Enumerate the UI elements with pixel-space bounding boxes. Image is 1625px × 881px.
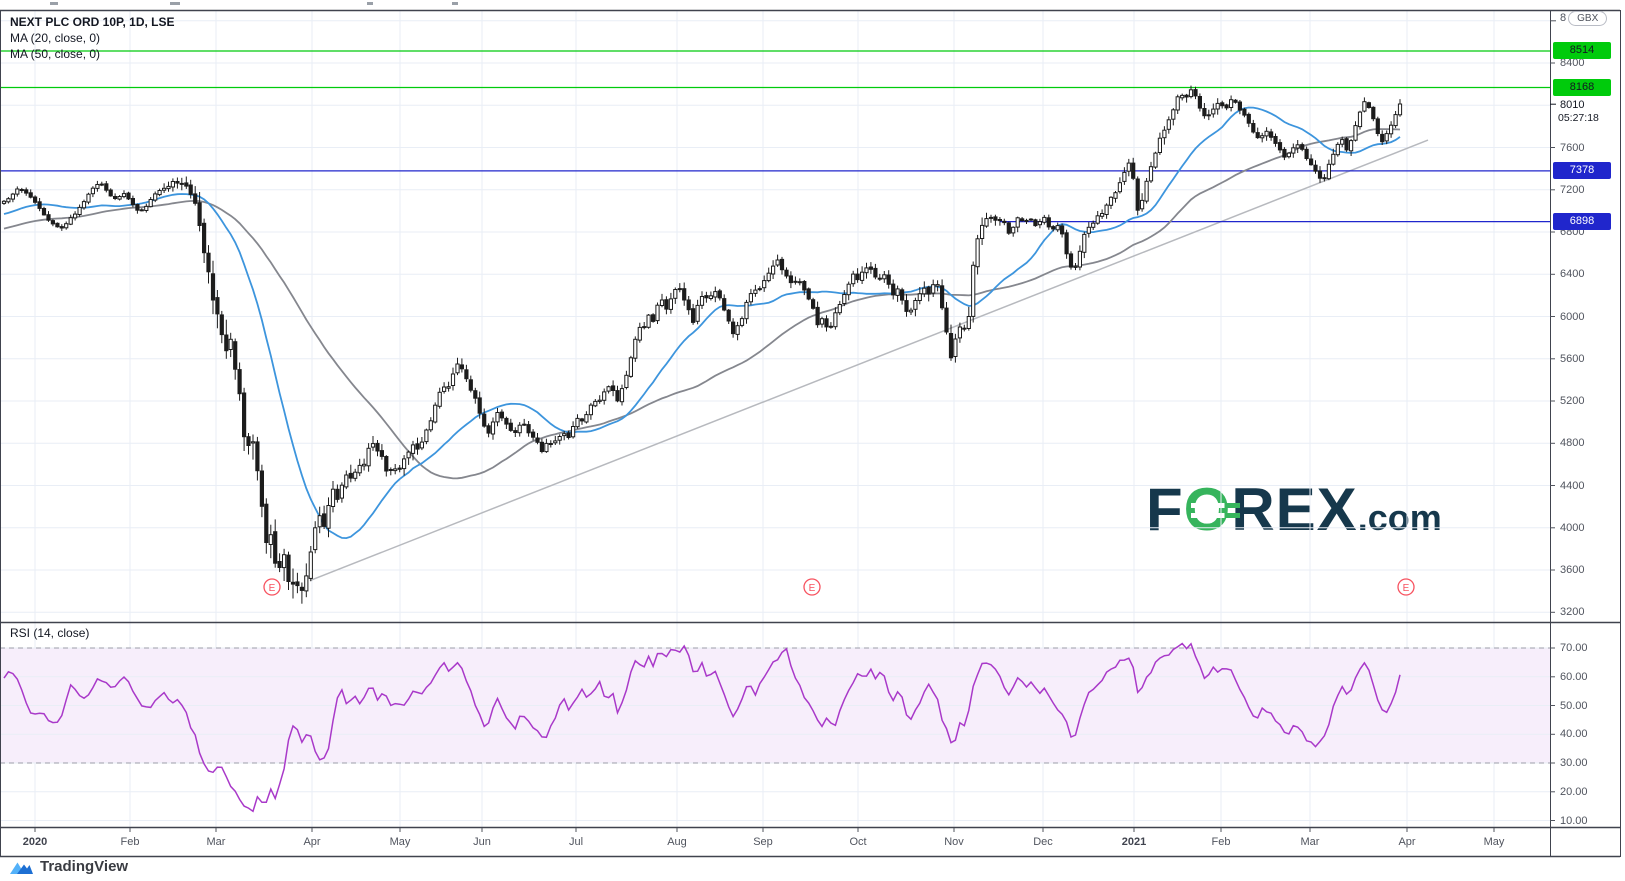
time-label-Jul: Jul	[568, 836, 584, 848]
time-label-Dec: Dec	[1033, 836, 1053, 848]
level-price-label-6898: 6898	[1553, 213, 1611, 230]
time-label-Mar: Mar	[1300, 836, 1320, 848]
watermark-dot-com: .com	[1357, 497, 1442, 538]
time-label-Feb: Feb	[120, 836, 140, 848]
price-tick-7200: 7200	[1560, 184, 1585, 196]
candles[interactable]	[1, 85, 1403, 604]
rsi-tick-50: 50.00	[1560, 700, 1588, 712]
price-tick-7600: 7600	[1560, 142, 1585, 154]
indicator-ma50-label[interactable]: MA (50, close, 0)	[10, 47, 101, 61]
price-tick-5600: 5600	[1560, 353, 1585, 365]
last-price-label: 8010	[1560, 99, 1585, 111]
svg-text:E: E	[1403, 583, 1410, 594]
earnings-marker-icon[interactable]: E	[803, 578, 821, 596]
indicator-ma20-label[interactable]: MA (20, close, 0)	[10, 31, 101, 45]
forex-com-watermark: FO REX.com	[1146, 479, 1442, 541]
rsi-tick-10: 10.00	[1560, 815, 1588, 827]
rsi-tick-20: 20.00	[1560, 786, 1588, 798]
time-label-Jun: Jun	[473, 836, 491, 848]
time-label-Sep: Sep	[753, 836, 773, 848]
level-price-label-7378: 7378	[1553, 162, 1611, 179]
rsi-line[interactable]	[3, 642, 1401, 813]
watermark-letter-f: F	[1146, 476, 1184, 543]
price-scale-top: 8 GBX	[1560, 11, 1608, 26]
watermark-letter-o: O	[1184, 479, 1241, 541]
time-label-Apr: Apr	[1398, 836, 1416, 848]
price-tick-5200: 5200	[1560, 395, 1585, 407]
partial-price-label: 8	[1560, 12, 1567, 24]
price-tick-4400: 4400	[1560, 480, 1585, 492]
bar-countdown-timer: 05:27:18	[1558, 112, 1599, 124]
price-tick-4800: 4800	[1560, 437, 1585, 449]
rsi-tick-60: 60.00	[1560, 671, 1588, 683]
cropped-toolbar-artifact	[50, 2, 58, 5]
price-tick-4000: 4000	[1560, 522, 1585, 534]
currency-strike-icon	[1190, 513, 1241, 518]
earnings-marker-icon[interactable]: E	[263, 578, 281, 596]
time-label-2021: 2021	[1121, 836, 1147, 848]
price-tick-6000: 6000	[1560, 311, 1585, 323]
tradingview-wordmark: TradingView	[40, 858, 129, 875]
earnings-marker-icon[interactable]: E	[1397, 578, 1415, 596]
tradingview-logo[interactable]: TradingView	[8, 858, 128, 875]
ma20-line[interactable]	[3, 106, 1401, 540]
price-tick-3600: 3600	[1560, 564, 1585, 576]
time-label-Oct: Oct	[849, 836, 867, 848]
cropped-toolbar-artifact	[170, 2, 180, 5]
tradingview-mountain-icon	[10, 862, 33, 874]
cropped-toolbar-artifact	[367, 2, 373, 5]
time-label-Nov: Nov	[944, 836, 964, 848]
time-label-May: May	[389, 836, 411, 848]
time-label-Apr: Apr	[303, 836, 321, 848]
rsi-tick-40: 40.00	[1560, 728, 1588, 740]
cropped-toolbar-artifact	[452, 2, 458, 5]
time-label-2020: 2020	[22, 836, 48, 848]
price-tick-8400: 8400	[1560, 57, 1585, 69]
rsi-tick-70: 70.00	[1560, 642, 1588, 654]
svg-text:E: E	[809, 583, 816, 594]
currency-strike-icon	[1190, 503, 1241, 508]
watermark-letters-rex: REX	[1231, 476, 1358, 543]
level-price-label-8514: 8514	[1553, 42, 1611, 59]
price-tick-6400: 6400	[1560, 268, 1585, 280]
rsi-tick-30: 30.00	[1560, 757, 1588, 769]
trendline[interactable]	[309, 139, 1429, 582]
price-tick-3200: 3200	[1560, 606, 1585, 618]
time-label-Feb: Feb	[1211, 836, 1231, 848]
symbol-title[interactable]: NEXT PLC ORD 10P, 1D, LSE	[10, 15, 175, 29]
ma50-line[interactable]	[3, 128, 1401, 480]
time-label-Aug: Aug	[667, 836, 687, 848]
indicator-rsi-label[interactable]: RSI (14, close)	[10, 626, 90, 640]
svg-text:E: E	[269, 583, 276, 594]
level-price-label-8168: 8168	[1553, 79, 1611, 96]
time-label-Mar: Mar	[206, 836, 226, 848]
time-label-May: May	[1483, 836, 1505, 848]
currency-badge[interactable]: GBX	[1568, 11, 1608, 26]
